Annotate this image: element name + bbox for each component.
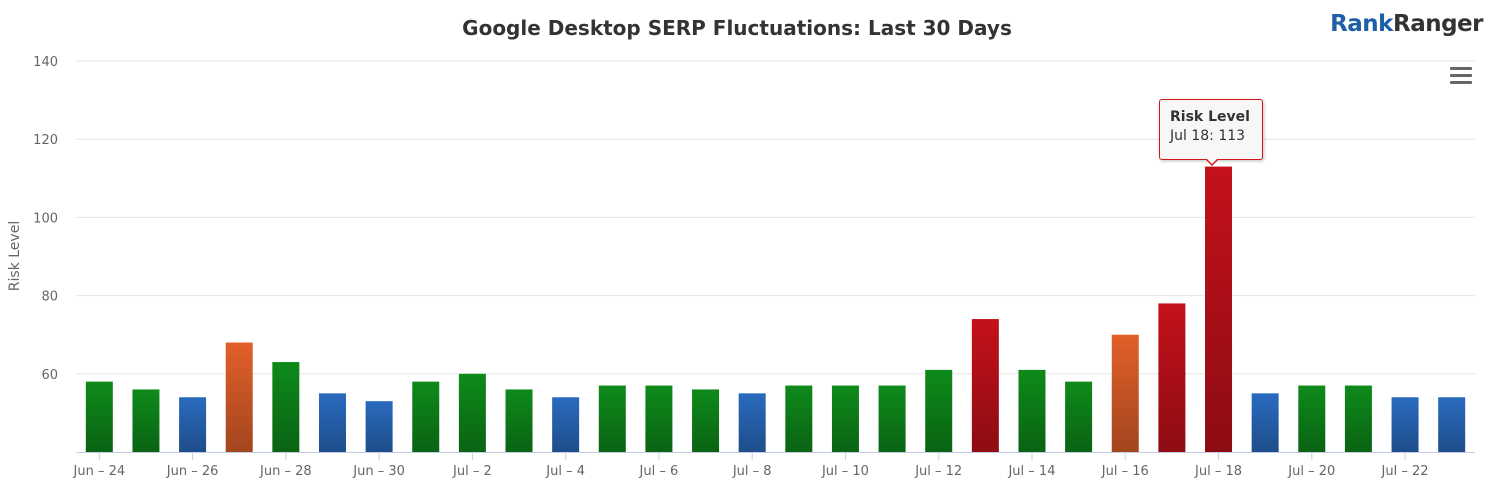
bar-jul-14[interactable] (1018, 369, 1046, 452)
y-tick-label: 140 (33, 55, 58, 70)
x-tick-label: Jul – 6 (639, 464, 679, 479)
bar-jul-12[interactable] (925, 369, 953, 452)
x-tick-label: Jul – 18 (1194, 464, 1242, 479)
bar-jul-6[interactable] (645, 385, 673, 452)
x-tick-label: Jul – 4 (545, 464, 585, 479)
tooltip-title: Risk Level (1170, 109, 1250, 125)
bars (85, 166, 1466, 452)
bar-jul-9[interactable] (785, 385, 813, 452)
x-tick-label: Jul – 20 (1287, 464, 1335, 479)
bar-jul-17[interactable] (1158, 303, 1186, 452)
bar-jul-23[interactable] (1438, 397, 1466, 452)
bar-jul-1[interactable] (412, 381, 440, 452)
bar-jul-16[interactable] (1111, 334, 1139, 452)
chart-title: Google Desktop SERP Fluctuations: Last 3… (462, 16, 1012, 40)
bar-jul-22[interactable] (1391, 397, 1419, 452)
y-tick-label: 100 (33, 211, 58, 226)
bar-jul-8[interactable] (738, 393, 766, 452)
bar-jul-7[interactable] (692, 389, 720, 452)
bar-jul-15[interactable] (1065, 381, 1093, 452)
bar-jul-20[interactable] (1298, 385, 1326, 452)
bar-jun-24[interactable] (85, 381, 113, 452)
bar-jul-5[interactable] (598, 385, 626, 452)
x-tick-label: Jun – 30 (352, 464, 405, 479)
logo-text-ranger: Ranger (1392, 11, 1484, 37)
x-tick-label: Jul – 8 (732, 464, 772, 479)
bar-jun-27[interactable] (225, 342, 253, 452)
axes: Jun – 24 Jun – 26 Jun – 28 Jun – 30 Jul – 2 J… (73, 452, 1475, 479)
tooltip: Risk Level Jul 18: 113 (1159, 99, 1263, 166)
x-tick-label: Jul – 2 (452, 464, 492, 479)
bar-jun-29[interactable] (318, 393, 346, 452)
x-tick-label: Jun – 24 (73, 464, 126, 479)
logo-text-rank: Rank (1330, 11, 1393, 37)
y-tick-label: 80 (41, 290, 58, 305)
bar-jul-4[interactable] (552, 397, 580, 452)
x-tick-label: Jun – 28 (259, 464, 312, 479)
bar-jul-13[interactable] (971, 319, 999, 452)
bar-jul-10[interactable] (831, 385, 859, 452)
gridlines: 60 80 100 120 140 (33, 55, 1475, 383)
y-tick-label: 60 (41, 368, 58, 383)
x-tick-label: Jun – 26 (166, 464, 219, 479)
bar-jul-21[interactable] (1344, 385, 1372, 452)
bar-jun-25[interactable] (132, 389, 160, 452)
x-tick-label: Jul – 12 (914, 464, 962, 479)
bar-jun-26[interactable] (179, 397, 207, 452)
bar-jun-30[interactable] (365, 401, 393, 452)
bar-jul-11[interactable] (878, 385, 906, 452)
y-axis-title: Risk Level (7, 221, 23, 291)
bar-jul-2[interactable] (458, 373, 486, 452)
tooltip-value: Jul 18: 113 (1170, 128, 1246, 144)
x-tick-label: Jul – 10 (821, 464, 869, 479)
x-tick-label: Jul – 14 (1007, 464, 1055, 479)
bar-jul-18[interactable] (1205, 166, 1233, 452)
y-tick-label: 120 (33, 133, 58, 148)
bar-jul-3[interactable] (505, 389, 533, 452)
x-tick-label: Jul – 22 (1381, 464, 1429, 479)
bar-jun-28[interactable] (272, 362, 300, 452)
bar-jul-19[interactable] (1251, 393, 1279, 452)
rankranger-logo: RankRanger (1330, 11, 1483, 37)
hamburger-menu-icon[interactable] (1450, 66, 1474, 86)
x-tick-label: Jul – 16 (1101, 464, 1149, 479)
